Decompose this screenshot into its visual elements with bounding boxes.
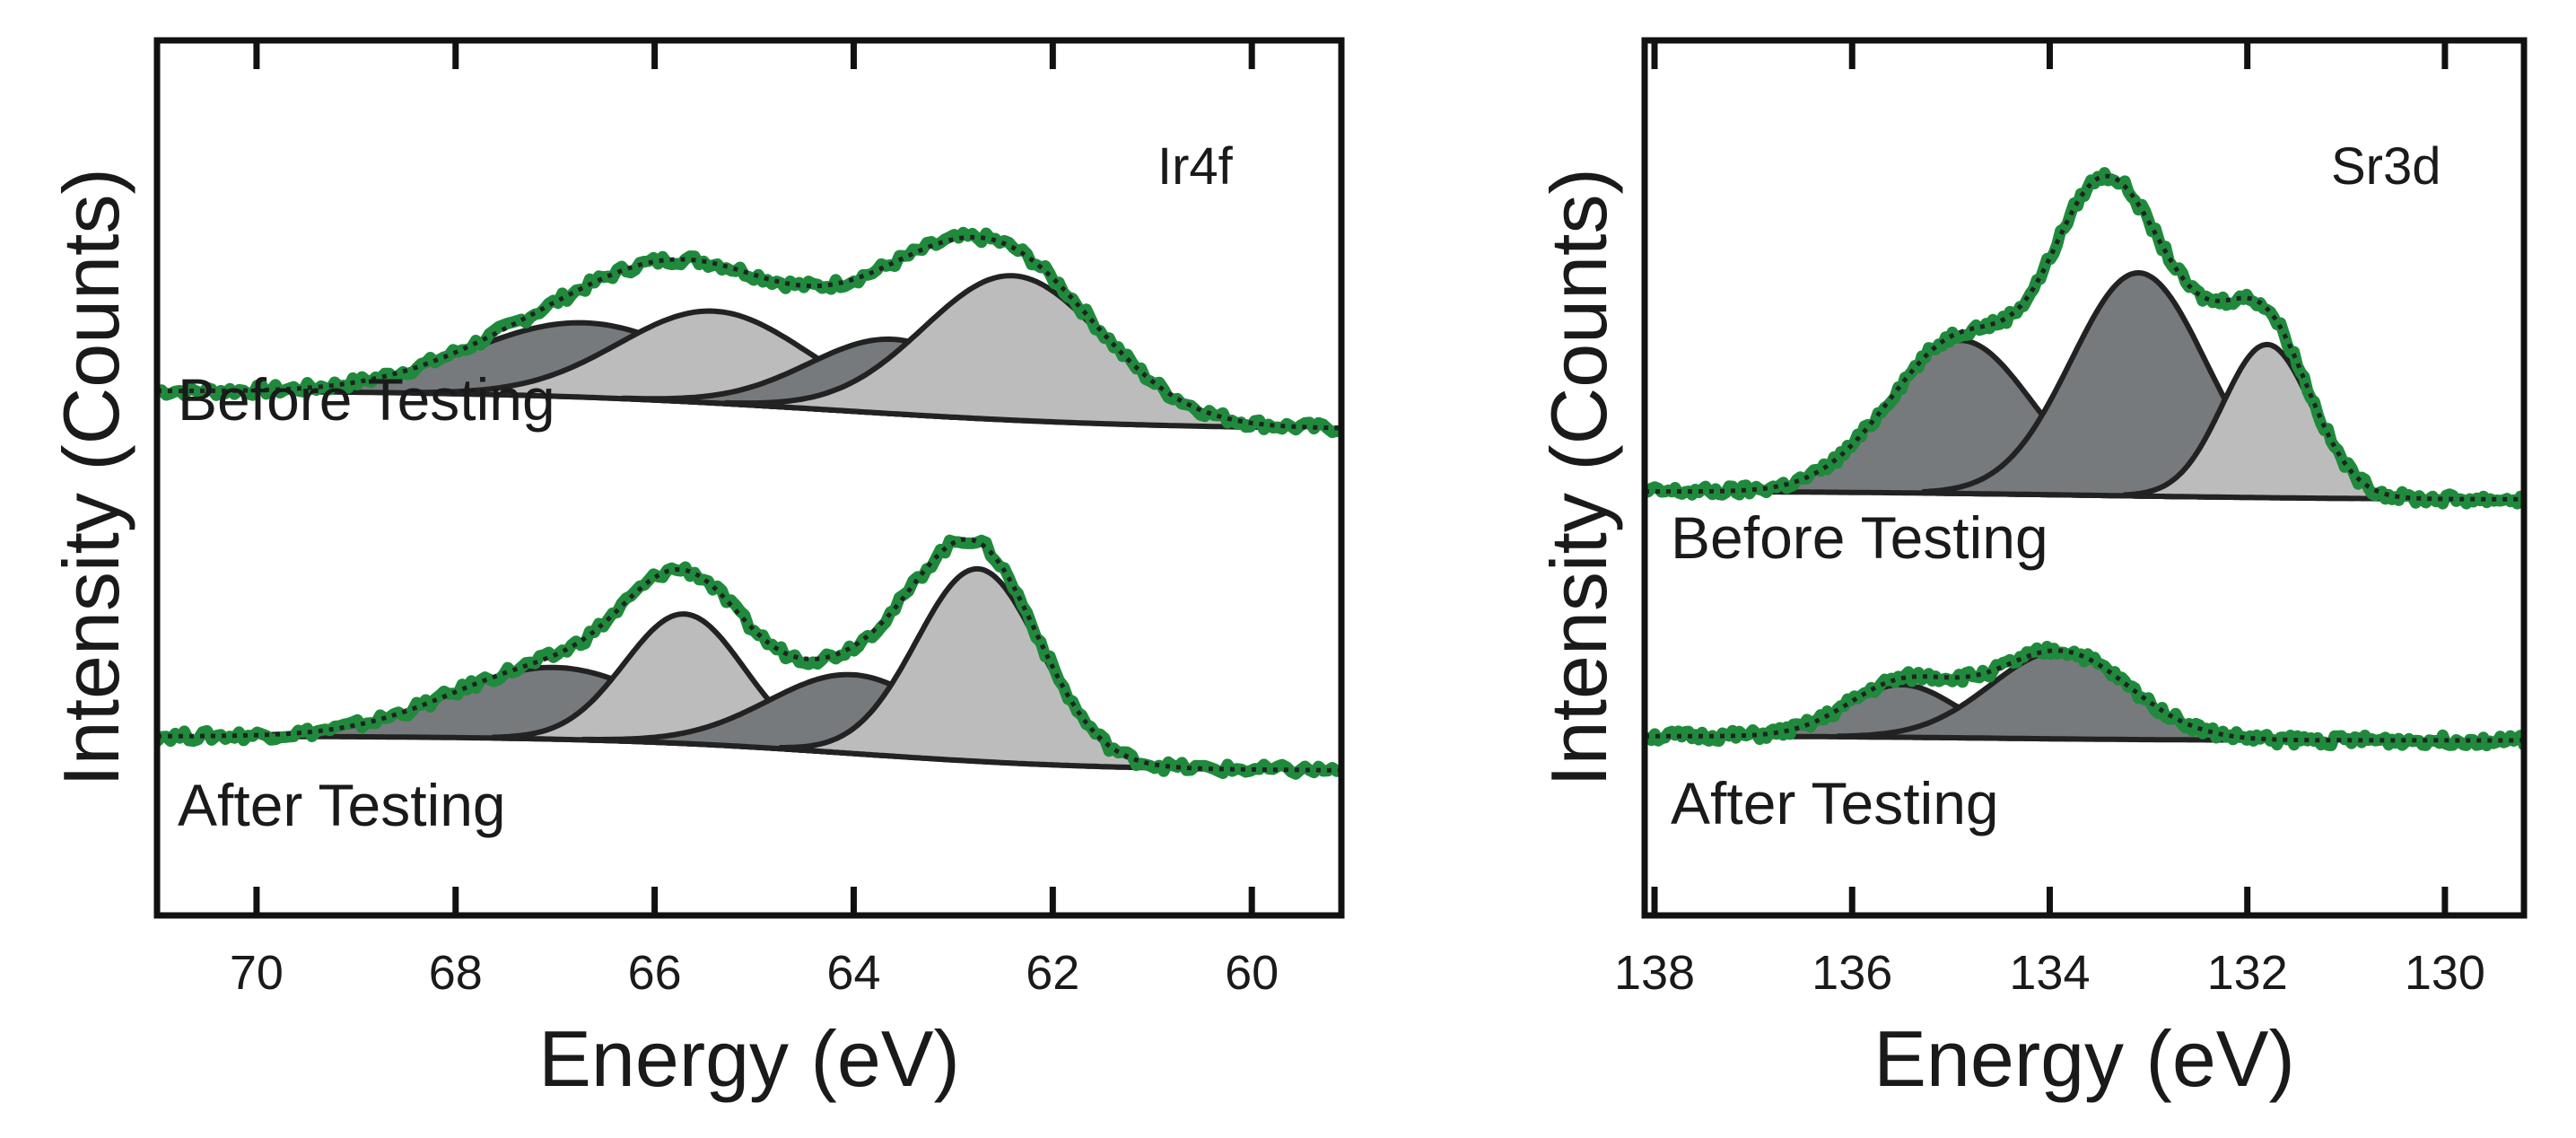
sr3d-x-ticks: 138 136 134 132 130 [1614,40,2485,1000]
sr3d-x-tick-label: 132 [2207,946,2288,1000]
sr3d-x-axis-title: Energy (eV) [1873,1014,2295,1103]
ir4f-y-axis-title: Intensity (Counts) [47,168,135,787]
ir4f-x-ticks: 70 68 66 64 62 60 [230,40,1279,1000]
sr3d-x-tick-label: 130 [2405,946,2485,1000]
ir4f-plot-frame [153,37,1345,919]
ir4f-x-tick-label: 62 [1026,946,1079,1000]
ir4f-before-background-line [157,389,1341,431]
ir4f-core-level-label: Ir4f [1157,137,1234,196]
ir4f-x-axis-title: Energy (eV) [538,1014,960,1103]
sr3d-y-axis-title: Intensity (Counts) [1534,168,1623,787]
sr3d-before-measured-data [1645,167,2524,510]
ir4f-x-tick-label: 66 [628,946,682,1000]
sr3d-x-tick-label: 136 [1812,946,1892,1000]
ir4f-before-fit-envelope [157,234,1341,431]
ir4f-after-testing-label: After Testing [178,772,506,838]
ir4f-before-testing-label: Before Testing [178,366,555,433]
ir4f-plot-area [157,226,1341,780]
ir4f-x-tick-label: 60 [1225,946,1279,1000]
sr3d-core-level-label: Sr3d [2331,137,2441,196]
ir4f-x-tick-label: 70 [230,946,284,1000]
sr3d-before-testing-label: Before Testing [1671,504,2048,571]
ir4f-x-tick-label: 68 [429,946,483,1000]
sr3d-before-fit-envelope [1645,173,2524,502]
sr3d-plot-area [1645,167,2524,752]
ir4f-before-component-peak-4 [723,273,1303,431]
sr3d-panel: 138 136 134 132 130 Sr3d Before Testing Afte… [1534,37,2528,1103]
sr3d-x-tick-label: 138 [1614,946,1695,1000]
ir4f-x-tick-label: 64 [826,946,880,1000]
sr3d-after-measured-data [1645,641,2524,752]
sr3d-x-tick-label: 134 [2009,946,2090,1000]
ir4f-after-fit-envelope [157,537,1341,773]
sr3d-after-testing-label: After Testing [1671,770,1999,836]
ir4f-after-background-line [157,733,1341,773]
sr3d-plot-frame [1641,37,2528,919]
ir4f-after-component-peak-4 [778,565,1179,772]
ir4f-panel: 70 68 66 64 62 60 Ir4f Before Testing After T… [47,37,1345,1103]
